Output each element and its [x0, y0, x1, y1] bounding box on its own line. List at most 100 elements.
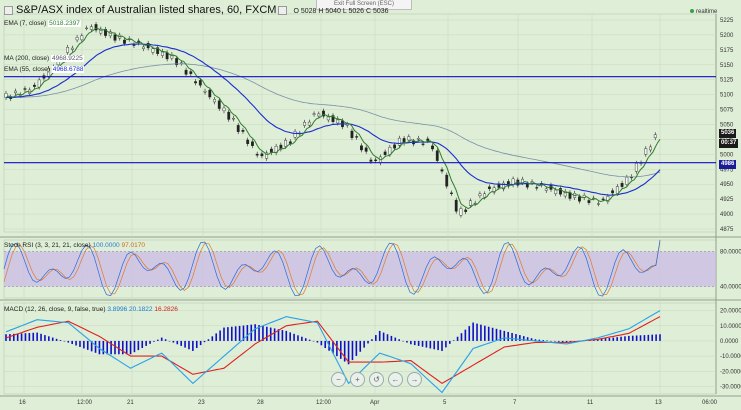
price-axis-tick: 5050: [720, 122, 734, 128]
legend-ema7-label: EMA (7, close): [4, 20, 47, 27]
macd-histogram-bar: [63, 340, 66, 342]
candle-body: [615, 186, 619, 194]
macd-histogram-bar: [242, 325, 245, 341]
legend-ema7[interactable]: EMA (7, close) 5018.2397: [4, 20, 81, 28]
macd-histogram-bar: [542, 340, 545, 341]
price-axis-tick: 5200: [720, 33, 734, 39]
realtime-dot-icon: [690, 9, 694, 14]
legend-macd-label: MACD (12, 26, close, 9, false, true): [4, 306, 106, 313]
current-price-label: 5036: [719, 129, 737, 138]
macd-histogram-bar: [425, 340, 428, 348]
legend-stoch-d: 97.0170: [121, 242, 145, 249]
macd-histogram-bar: [620, 336, 622, 341]
ema7-line: [5, 27, 661, 210]
zoom-in-button[interactable]: +: [350, 372, 365, 387]
candle-body: [303, 122, 306, 126]
candle-body: [322, 110, 325, 117]
macd-histogram-bar: [79, 340, 81, 347]
legend-ema55-label: EMA (55, close): [4, 66, 50, 73]
macd-histogram-bar: [106, 340, 109, 355]
time-axis-label: 13: [655, 400, 662, 406]
macd-histogram-bar: [378, 330, 381, 341]
macd-histogram-bar: [110, 340, 112, 355]
price-axis-tick: 5075: [720, 108, 734, 114]
time-axis-label: 5: [443, 400, 447, 406]
candle-body: [217, 100, 221, 109]
candle-body: [464, 209, 468, 212]
candle-body: [331, 115, 335, 122]
time-axis-label: 21: [127, 400, 134, 406]
macd-axis-tick: -30.0000: [720, 384, 741, 390]
stoch-axis-tick: 80.0000: [720, 250, 741, 256]
candle-body: [559, 188, 562, 195]
legend-stoch[interactable]: Stoch RSI (3, 3, 21, 21, close) 100.0000…: [4, 242, 145, 250]
macd-histogram-bar: [176, 340, 179, 345]
candle-body: [350, 130, 354, 138]
candle-body: [99, 28, 103, 34]
price-axis-tick: 5000: [720, 152, 734, 158]
candle-body: [33, 84, 36, 87]
macd-histogram-bar: [382, 332, 385, 341]
legend-ema7-value: 5018.2397: [48, 20, 81, 27]
macd-histogram-bar: [499, 329, 502, 341]
hline-price-label: 4986: [719, 160, 737, 169]
macd-histogram-bar: [480, 324, 482, 341]
candle-body: [383, 151, 387, 155]
exit-full-screen-button[interactable]: Exit Full Screen (ESC): [316, 0, 412, 10]
macd-histogram-bar: [616, 337, 618, 341]
price-axis-tick: 5100: [720, 93, 734, 99]
candle-body: [606, 196, 610, 202]
macd-histogram-bar: [308, 339, 311, 341]
settings-icon[interactable]: [278, 5, 288, 15]
macd-histogram-bar: [429, 340, 432, 349]
candle-body: [293, 131, 297, 138]
legend-ma200[interactable]: MA (200, close) 4968.9225: [4, 55, 84, 63]
scroll-left-button[interactable]: ←: [388, 372, 403, 387]
candle-body: [227, 111, 231, 120]
macd-histogram-bar: [519, 335, 521, 341]
macd-histogram-bar: [246, 325, 249, 341]
legend-stoch-label: Stoch RSI (3, 3, 21, 21, close): [4, 242, 91, 249]
macd-histogram-bar: [398, 339, 400, 341]
macd-histogram-bar: [635, 335, 638, 341]
macd-histogram-bar: [40, 333, 42, 341]
candle-body: [251, 141, 254, 146]
candle-body: [364, 147, 368, 152]
macd-histogram-bar: [355, 340, 358, 356]
candle-body: [70, 47, 74, 50]
candle-body: [246, 139, 250, 145]
candle-body: [241, 130, 245, 132]
candle-body: [23, 88, 27, 90]
realtime-indicator: realtime: [690, 9, 717, 15]
collapse-toggle-icon[interactable]: [4, 5, 13, 15]
macd-histogram-bar: [51, 337, 54, 341]
stoch-k-line: [3, 239, 661, 297]
candle-body: [123, 39, 126, 44]
macd-histogram-bar: [153, 340, 155, 342]
macd-histogram-bar: [472, 322, 474, 341]
legend-ema55[interactable]: EMA (55, close) 4968.6788: [4, 66, 85, 74]
chart-navigation-bar: − + ↺ ← →: [331, 372, 426, 387]
macd-histogram-bar: [445, 340, 447, 348]
macd-histogram-bar: [118, 340, 120, 355]
candle-body: [407, 136, 411, 141]
candle-body: [317, 113, 321, 117]
candle-body: [94, 24, 98, 31]
legend-macd-v3: 16.2826: [154, 306, 178, 313]
legend-macd[interactable]: MACD (12, 26, close, 9, false, true) 3.8…: [4, 306, 178, 314]
candle-body: [142, 46, 145, 49]
macd-histogram-bar: [441, 340, 443, 351]
macd-histogram-bar: [363, 340, 365, 348]
macd-histogram-bar: [437, 340, 439, 351]
macd-histogram-bar: [413, 340, 416, 346]
zoom-out-button[interactable]: −: [331, 372, 346, 387]
candle-body: [502, 182, 506, 190]
reset-view-button[interactable]: ↺: [369, 372, 384, 387]
candle-body: [554, 189, 558, 194]
macd-histogram-bar: [203, 340, 206, 343]
scroll-right-button[interactable]: →: [407, 372, 422, 387]
stoch-band: [4, 251, 716, 287]
macd-histogram-bar: [371, 339, 373, 341]
candle-body: [255, 153, 259, 156]
